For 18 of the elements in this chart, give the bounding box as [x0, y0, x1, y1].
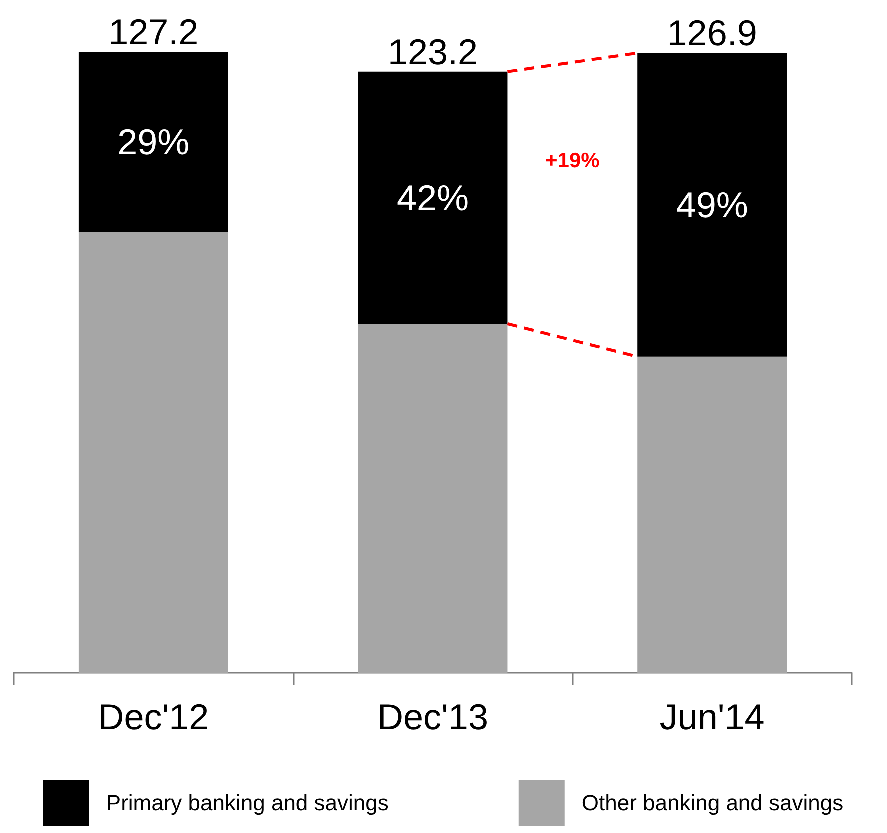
- legend-label: Other banking and savings: [582, 790, 844, 816]
- annotation: 29%: [118, 122, 190, 163]
- bar: [638, 356, 788, 673]
- annotation: 42%: [396, 177, 470, 218]
- annotation: 126.9: [667, 12, 758, 54]
- annotation: 127.2: [108, 12, 199, 52]
- legend-label: Primary banking and savings: [106, 790, 389, 816]
- annotation: 49%: [676, 184, 748, 226]
- bar: [358, 324, 508, 673]
- bar: [638, 53, 788, 357]
- x-tick-label: Dec'12: [98, 696, 210, 738]
- bar: [358, 72, 508, 324]
- bar: [78, 52, 228, 232]
- bar: [78, 232, 228, 673]
- annotation: +19%: [546, 150, 600, 173]
- x-tick-label: Dec'13: [378, 696, 488, 738]
- x-tick-label: Jun'14: [660, 696, 765, 738]
- annotation: 123.2: [388, 31, 478, 72]
